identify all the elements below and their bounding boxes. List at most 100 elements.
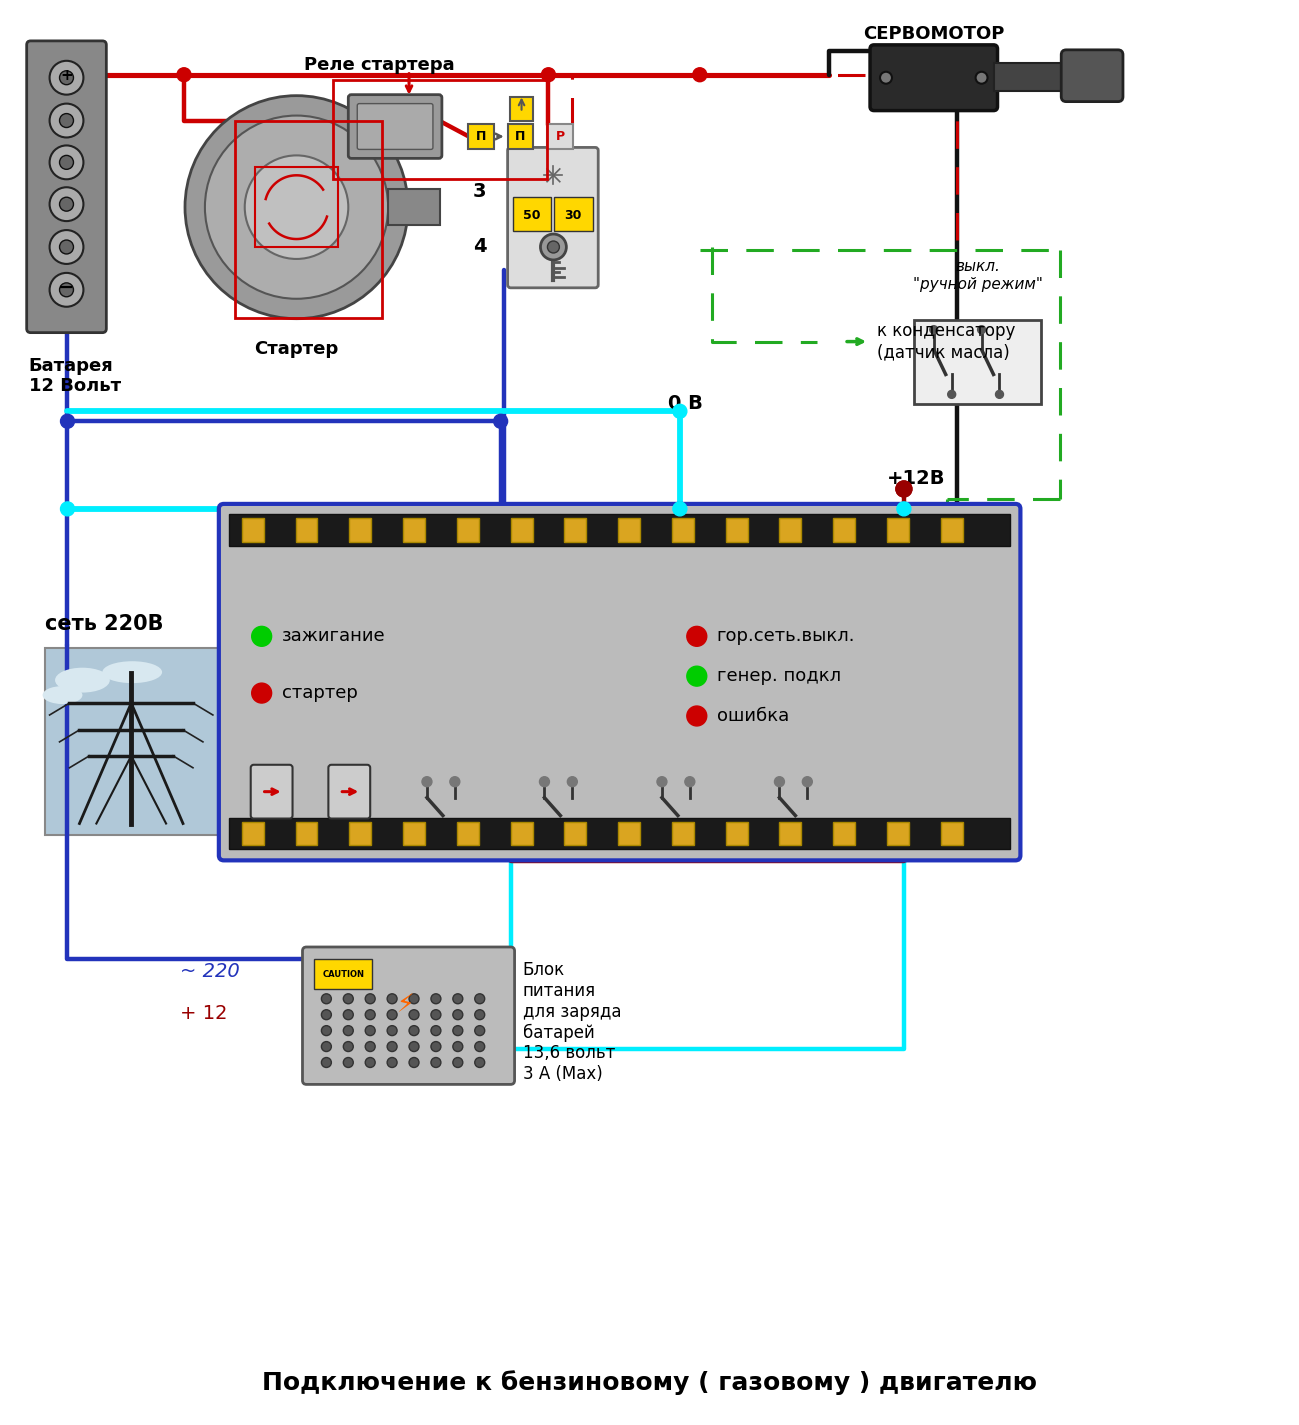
FancyBboxPatch shape — [1061, 50, 1122, 101]
Text: ⚡: ⚡ — [397, 993, 414, 1017]
Bar — [511, 517, 533, 542]
Circle shape — [431, 993, 440, 1003]
Circle shape — [343, 1026, 353, 1036]
FancyBboxPatch shape — [547, 124, 573, 150]
Bar — [457, 822, 479, 845]
Text: генер. подкл: генер. подкл — [717, 667, 840, 685]
Circle shape — [365, 1026, 375, 1036]
Text: Батарея
12 Вольт: Батарея 12 Вольт — [29, 356, 121, 395]
Text: стартер: стартер — [282, 684, 357, 703]
Circle shape — [657, 777, 666, 787]
Circle shape — [431, 1026, 440, 1036]
Bar — [511, 822, 533, 845]
Bar — [295, 517, 317, 542]
Circle shape — [474, 1010, 485, 1020]
Bar — [779, 822, 801, 845]
Text: к конденсатору
(датчик масла): к конденсатору (датчик масла) — [877, 322, 1016, 361]
Bar — [833, 822, 855, 845]
Text: гор.сеть.выкл.: гор.сеть.выкл. — [717, 627, 855, 646]
Bar — [255, 167, 338, 247]
Circle shape — [387, 1057, 397, 1067]
FancyBboxPatch shape — [303, 948, 514, 1084]
Text: П: П — [475, 130, 486, 142]
Circle shape — [547, 241, 560, 254]
Circle shape — [365, 1042, 375, 1052]
Circle shape — [453, 1010, 462, 1020]
Text: ~ 220: ~ 220 — [181, 962, 240, 980]
Circle shape — [453, 1042, 462, 1052]
Circle shape — [60, 239, 74, 254]
Text: + 12: + 12 — [181, 1003, 227, 1023]
Circle shape — [540, 234, 566, 259]
Circle shape — [692, 68, 707, 81]
Text: 50: 50 — [522, 208, 540, 222]
Bar — [779, 517, 801, 542]
Circle shape — [321, 1010, 331, 1020]
Circle shape — [409, 993, 420, 1003]
Bar — [314, 959, 373, 989]
Text: 0 В: 0 В — [668, 395, 703, 413]
Circle shape — [453, 993, 462, 1003]
Circle shape — [321, 1057, 331, 1067]
Circle shape — [244, 155, 348, 259]
Text: сеть 220В: сеть 220В — [44, 614, 164, 634]
Circle shape — [252, 683, 271, 703]
Circle shape — [177, 68, 191, 81]
Bar — [672, 822, 694, 845]
Circle shape — [474, 1026, 485, 1036]
FancyBboxPatch shape — [509, 97, 534, 121]
FancyBboxPatch shape — [513, 197, 551, 231]
Circle shape — [409, 1057, 420, 1067]
Text: Блок
питания
для заряда
батарей
13,6 вольт
3 А (Max): Блок питания для заряда батарей 13,6 вол… — [522, 960, 621, 1083]
Text: +: + — [60, 68, 73, 83]
Circle shape — [409, 1010, 420, 1020]
FancyBboxPatch shape — [468, 124, 494, 150]
Circle shape — [60, 155, 74, 170]
FancyBboxPatch shape — [555, 197, 594, 231]
Circle shape — [49, 274, 83, 306]
Bar — [887, 822, 909, 845]
Circle shape — [474, 993, 485, 1003]
Circle shape — [896, 502, 911, 516]
Text: ошибка: ошибка — [717, 707, 788, 725]
Circle shape — [879, 71, 892, 84]
Text: П: П — [516, 130, 526, 142]
Bar — [349, 822, 372, 845]
Ellipse shape — [43, 685, 82, 704]
Circle shape — [431, 1010, 440, 1020]
Bar — [618, 517, 640, 542]
Bar — [388, 190, 440, 225]
Text: Подключение к бензиновому ( газовому ) двигателю: Подключение к бензиновому ( газовому ) д… — [261, 1369, 1037, 1395]
Bar — [242, 822, 264, 845]
Bar — [349, 517, 372, 542]
Circle shape — [61, 415, 74, 429]
Circle shape — [321, 1042, 331, 1052]
Text: зажигание: зажигание — [282, 627, 386, 646]
Bar — [403, 517, 425, 542]
Circle shape — [343, 1010, 353, 1020]
Circle shape — [673, 502, 687, 516]
Circle shape — [673, 405, 687, 419]
Bar — [726, 822, 748, 845]
Circle shape — [896, 482, 912, 497]
Bar — [564, 822, 586, 845]
Circle shape — [60, 114, 74, 127]
Bar — [940, 822, 963, 845]
Circle shape — [49, 61, 83, 94]
Circle shape — [449, 777, 460, 787]
Bar — [833, 517, 855, 542]
Circle shape — [687, 705, 707, 725]
Circle shape — [365, 993, 375, 1003]
Circle shape — [184, 95, 408, 319]
FancyBboxPatch shape — [251, 765, 292, 818]
Circle shape — [948, 390, 956, 399]
Text: 30: 30 — [565, 208, 582, 222]
Text: 3: 3 — [473, 182, 486, 201]
Circle shape — [49, 187, 83, 221]
Bar — [672, 517, 694, 542]
FancyBboxPatch shape — [870, 44, 998, 111]
Circle shape — [60, 71, 74, 84]
Circle shape — [474, 1042, 485, 1052]
Circle shape — [774, 777, 785, 787]
Text: Стартер: Стартер — [255, 339, 339, 358]
